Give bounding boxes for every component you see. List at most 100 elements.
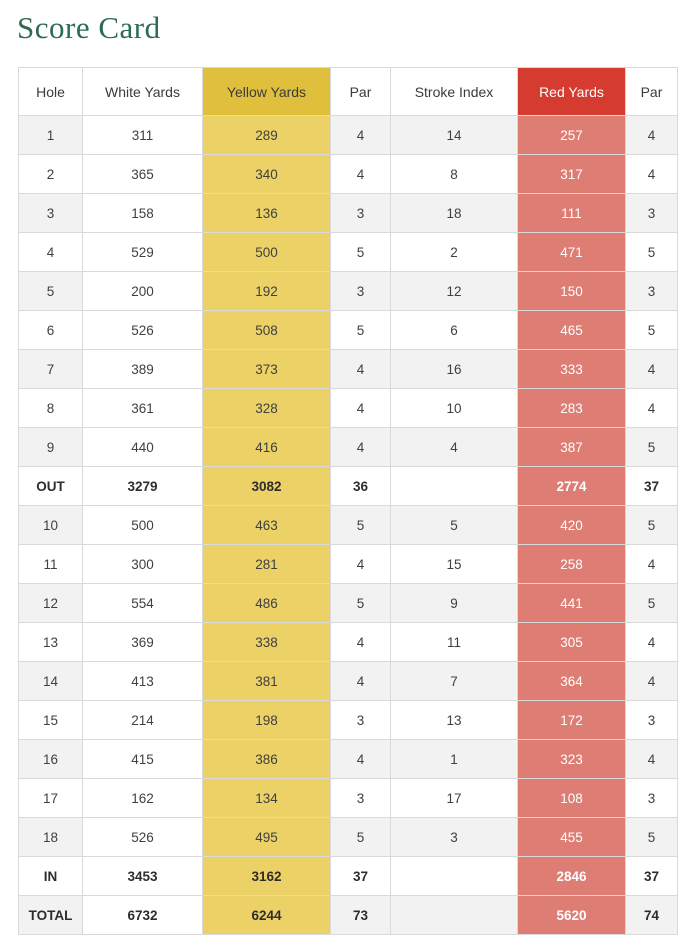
- cell-yellow-yards: 508: [202, 310, 331, 350]
- cell-red-yards: 465: [517, 310, 626, 350]
- cell-yellow-yards: 416: [202, 427, 331, 467]
- cell-par-red: 5: [625, 427, 678, 467]
- table-row: 1 311 289 4 14 257 4: [18, 115, 678, 155]
- cell-hole: 2: [18, 154, 83, 194]
- cell-hole: 11: [18, 544, 83, 584]
- cell-hole: 1: [18, 115, 83, 155]
- cell-hole: 15: [18, 700, 83, 740]
- table-row: IN 3453 3162 37 2846 37: [18, 856, 678, 896]
- cell-par-yellow: 5: [330, 583, 391, 623]
- cell-yellow-yards: 281: [202, 544, 331, 584]
- header-row: Hole White Yards Yellow Yards Par Stroke…: [18, 67, 678, 116]
- scorecard-header: Hole White Yards Yellow Yards Par Stroke…: [18, 67, 678, 116]
- cell-yellow-yards: 373: [202, 349, 331, 389]
- cell-par-yellow: 4: [330, 154, 391, 194]
- cell-yellow-yards: 136: [202, 193, 331, 233]
- cell-hole: 17: [18, 778, 83, 818]
- cell-par-yellow: 4: [330, 544, 391, 584]
- cell-hole: 13: [18, 622, 83, 662]
- cell-white-yards: 413: [82, 661, 203, 701]
- cell-red-yards: 420: [517, 505, 626, 545]
- cell-par-red: 37: [625, 856, 678, 896]
- cell-par-yellow: 4: [330, 661, 391, 701]
- cell-stroke-index: 8: [390, 154, 518, 194]
- cell-par-red: 4: [625, 544, 678, 584]
- page-title: Score Card: [17, 10, 161, 45]
- column-header-yellow-yards: Yellow Yards: [202, 67, 331, 116]
- cell-hole: 9: [18, 427, 83, 467]
- table-row: 10 500 463 5 5 420 5: [18, 505, 678, 545]
- cell-yellow-yards: 386: [202, 739, 331, 779]
- table-row: 14 413 381 4 7 364 4: [18, 661, 678, 701]
- table-row: 17 162 134 3 17 108 3: [18, 778, 678, 818]
- cell-red-yards: 2846: [517, 856, 626, 896]
- cell-hole: OUT: [18, 466, 83, 506]
- cell-red-yards: 172: [517, 700, 626, 740]
- cell-par-yellow: 4: [330, 739, 391, 779]
- cell-white-yards: 529: [82, 232, 203, 272]
- cell-red-yards: 323: [517, 739, 626, 779]
- cell-par-yellow: 37: [330, 856, 391, 896]
- cell-yellow-yards: 198: [202, 700, 331, 740]
- cell-stroke-index: 6: [390, 310, 518, 350]
- cell-yellow-yards: 289: [202, 115, 331, 155]
- cell-stroke-index: 11: [390, 622, 518, 662]
- cell-red-yards: 258: [517, 544, 626, 584]
- cell-par-red: 5: [625, 817, 678, 857]
- cell-white-yards: 311: [82, 115, 203, 155]
- cell-white-yards: 415: [82, 739, 203, 779]
- cell-par-yellow: 4: [330, 622, 391, 662]
- cell-par-red: 4: [625, 661, 678, 701]
- cell-red-yards: 305: [517, 622, 626, 662]
- cell-red-yards: 283: [517, 388, 626, 428]
- cell-par-yellow: 5: [330, 232, 391, 272]
- table-row: OUT 3279 3082 36 2774 37: [18, 466, 678, 506]
- cell-hole: 18: [18, 817, 83, 857]
- cell-red-yards: 257: [517, 115, 626, 155]
- cell-hole: 16: [18, 739, 83, 779]
- cell-hole: 5: [18, 271, 83, 311]
- cell-white-yards: 200: [82, 271, 203, 311]
- table-row: 3 158 136 3 18 111 3: [18, 193, 678, 233]
- table-row: 8 361 328 4 10 283 4: [18, 388, 678, 428]
- column-header-stroke-index: Stroke Index: [390, 67, 518, 116]
- cell-stroke-index: [390, 466, 518, 506]
- cell-par-yellow: 4: [330, 388, 391, 428]
- cell-red-yards: 455: [517, 817, 626, 857]
- cell-white-yards: 162: [82, 778, 203, 818]
- cell-par-yellow: 3: [330, 193, 391, 233]
- cell-red-yards: 317: [517, 154, 626, 194]
- cell-par-red: 4: [625, 622, 678, 662]
- table-row: 11 300 281 4 15 258 4: [18, 544, 678, 584]
- cell-stroke-index: 16: [390, 349, 518, 389]
- cell-par-yellow: 5: [330, 310, 391, 350]
- cell-par-yellow: 4: [330, 427, 391, 467]
- cell-hole: 12: [18, 583, 83, 623]
- cell-red-yards: 471: [517, 232, 626, 272]
- table-row: 13 369 338 4 11 305 4: [18, 622, 678, 662]
- cell-hole: 8: [18, 388, 83, 428]
- cell-par-red: 5: [625, 310, 678, 350]
- cell-white-yards: 389: [82, 349, 203, 389]
- cell-hole: 6: [18, 310, 83, 350]
- cell-hole: 3: [18, 193, 83, 233]
- cell-stroke-index: 2: [390, 232, 518, 272]
- cell-par-red: 4: [625, 388, 678, 428]
- cell-par-yellow: 4: [330, 349, 391, 389]
- table-row: 12 554 486 5 9 441 5: [18, 583, 678, 623]
- cell-stroke-index: 10: [390, 388, 518, 428]
- cell-white-yards: 361: [82, 388, 203, 428]
- cell-par-red: 37: [625, 466, 678, 506]
- table-row: 5 200 192 3 12 150 3: [18, 271, 678, 311]
- cell-par-yellow: 3: [330, 778, 391, 818]
- cell-red-yards: 5620: [517, 895, 626, 935]
- cell-red-yards: 364: [517, 661, 626, 701]
- cell-white-yards: 526: [82, 817, 203, 857]
- cell-hole: 4: [18, 232, 83, 272]
- cell-par-red: 5: [625, 232, 678, 272]
- cell-par-red: 3: [625, 700, 678, 740]
- table-row: 18 526 495 5 3 455 5: [18, 817, 678, 857]
- cell-par-yellow: 73: [330, 895, 391, 935]
- column-header-hole: Hole: [18, 67, 83, 116]
